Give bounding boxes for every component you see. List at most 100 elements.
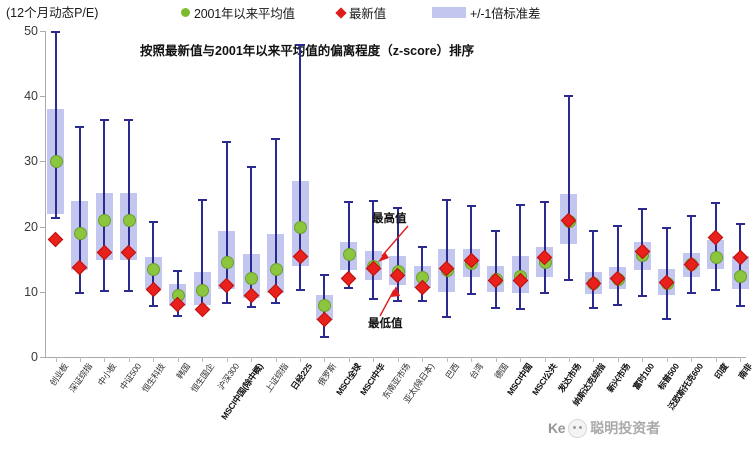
box-series bbox=[340, 31, 358, 357]
low-cap bbox=[319, 336, 329, 339]
x-tick-mark bbox=[275, 357, 277, 362]
x-axis-label: 中小板 bbox=[96, 361, 119, 388]
high-cap bbox=[197, 199, 207, 202]
mean-marker bbox=[49, 155, 63, 169]
box-series bbox=[609, 31, 627, 357]
plot-area bbox=[46, 31, 749, 357]
low-cap bbox=[75, 291, 85, 294]
x-axis-label: 富时100 bbox=[631, 361, 657, 392]
low-cap bbox=[124, 290, 134, 293]
box-series bbox=[193, 31, 211, 357]
x-tick-mark bbox=[691, 357, 693, 362]
x-axis-labels: 创业板 深证综指 中小板 中证500 恒生科技 韩国 恒生国企 沪深300 MSCI中国(除中概… bbox=[0, 357, 753, 466]
low-cap bbox=[368, 297, 378, 300]
x-axis-label: 创业板 bbox=[47, 361, 70, 388]
x-tick-mark bbox=[202, 357, 204, 362]
low-annotation: 最低值 bbox=[368, 318, 403, 330]
mean-marker bbox=[294, 220, 307, 234]
range-whisker bbox=[274, 137, 277, 302]
high-cap bbox=[271, 137, 281, 140]
x-tick-mark bbox=[422, 357, 424, 362]
box-series bbox=[731, 31, 749, 357]
low-annotation-arrow bbox=[379, 286, 400, 317]
range-whisker bbox=[592, 229, 595, 307]
band-swatch-icon bbox=[432, 7, 466, 18]
high-annotation-arrow bbox=[378, 225, 409, 262]
x-tick-mark bbox=[520, 357, 522, 362]
y-tick-mark bbox=[40, 357, 46, 358]
high-cap bbox=[393, 207, 403, 210]
high-cap bbox=[417, 246, 427, 249]
x-axis-line bbox=[45, 357, 746, 358]
x-tick-mark bbox=[373, 357, 375, 362]
box-series bbox=[364, 31, 382, 357]
range-whisker bbox=[299, 44, 301, 289]
watermark-text-cn: 聪明投资者 bbox=[590, 420, 661, 436]
x-tick-mark bbox=[300, 357, 301, 362]
box-series bbox=[315, 31, 333, 357]
high-cap bbox=[246, 165, 256, 168]
x-axis-label: 上证综指 bbox=[262, 361, 290, 395]
legend-label-stdev: +/-1倍标准差 bbox=[470, 7, 541, 21]
range-whisker bbox=[714, 201, 717, 289]
watermark-logo-icon bbox=[568, 418, 588, 438]
unit-label: (12个月动态P/E) bbox=[6, 6, 99, 20]
low-cap bbox=[711, 288, 721, 291]
range-whisker bbox=[201, 199, 204, 309]
x-tick-mark bbox=[153, 357, 155, 362]
high-cap bbox=[99, 119, 109, 122]
x-axis-label: 印度 bbox=[712, 361, 730, 381]
x-tick-mark bbox=[226, 357, 228, 362]
box-series bbox=[584, 31, 602, 357]
low-cap bbox=[51, 216, 60, 219]
mean-marker bbox=[220, 255, 234, 269]
box-series bbox=[633, 31, 651, 357]
latest-marker bbox=[341, 270, 357, 287]
x-tick-mark bbox=[79, 357, 81, 362]
plot-title: 按照最新值与2001年以来平均值的偏离程度（z-score）排序 bbox=[140, 44, 475, 58]
watermark-text: Ke bbox=[548, 420, 566, 436]
y-tick-mark bbox=[40, 161, 46, 163]
x-axis-label: 俄罗斯 bbox=[316, 361, 339, 388]
legend-label-mean: 2001年以来平均值 bbox=[194, 7, 295, 21]
box-series bbox=[560, 31, 578, 357]
x-axis-label: 深证综指 bbox=[66, 361, 94, 395]
high-cap bbox=[613, 225, 623, 228]
legend-item-stdev-band: +/-1倍标准差 bbox=[432, 3, 540, 22]
x-axis-label: 德国 bbox=[492, 361, 510, 381]
x-tick-mark bbox=[593, 357, 595, 362]
box-series bbox=[144, 31, 162, 357]
legend-label-latest: 最新值 bbox=[349, 7, 386, 21]
range-whisker bbox=[567, 94, 570, 279]
high-cap bbox=[51, 31, 60, 33]
range-whisker bbox=[78, 125, 81, 292]
mean-marker bbox=[196, 283, 210, 297]
low-cap bbox=[148, 304, 158, 307]
x-axis-label: 巴西 bbox=[443, 361, 461, 381]
mean-marker bbox=[147, 262, 161, 276]
x-axis-label: 日经225 bbox=[288, 361, 315, 392]
low-cap bbox=[613, 303, 623, 306]
range-whisker bbox=[519, 203, 522, 309]
y-axis-line bbox=[45, 31, 46, 358]
x-tick-mark bbox=[740, 357, 742, 362]
range-whisker bbox=[543, 200, 546, 292]
x-tick-mark bbox=[324, 357, 326, 362]
mean-marker bbox=[342, 247, 356, 261]
low-cap bbox=[491, 307, 501, 310]
high-cap bbox=[442, 198, 452, 201]
low-cap bbox=[540, 291, 549, 294]
high-cap bbox=[515, 203, 525, 206]
box-series bbox=[413, 31, 431, 357]
high-cap bbox=[295, 44, 305, 47]
mean-marker bbox=[318, 298, 332, 312]
box-series bbox=[120, 31, 138, 357]
high-cap bbox=[637, 208, 647, 211]
box-series bbox=[487, 31, 505, 357]
high-cap bbox=[735, 223, 745, 226]
box-series bbox=[95, 31, 113, 357]
low-cap bbox=[662, 317, 672, 320]
box-series bbox=[462, 31, 480, 357]
high-cap bbox=[319, 274, 329, 277]
